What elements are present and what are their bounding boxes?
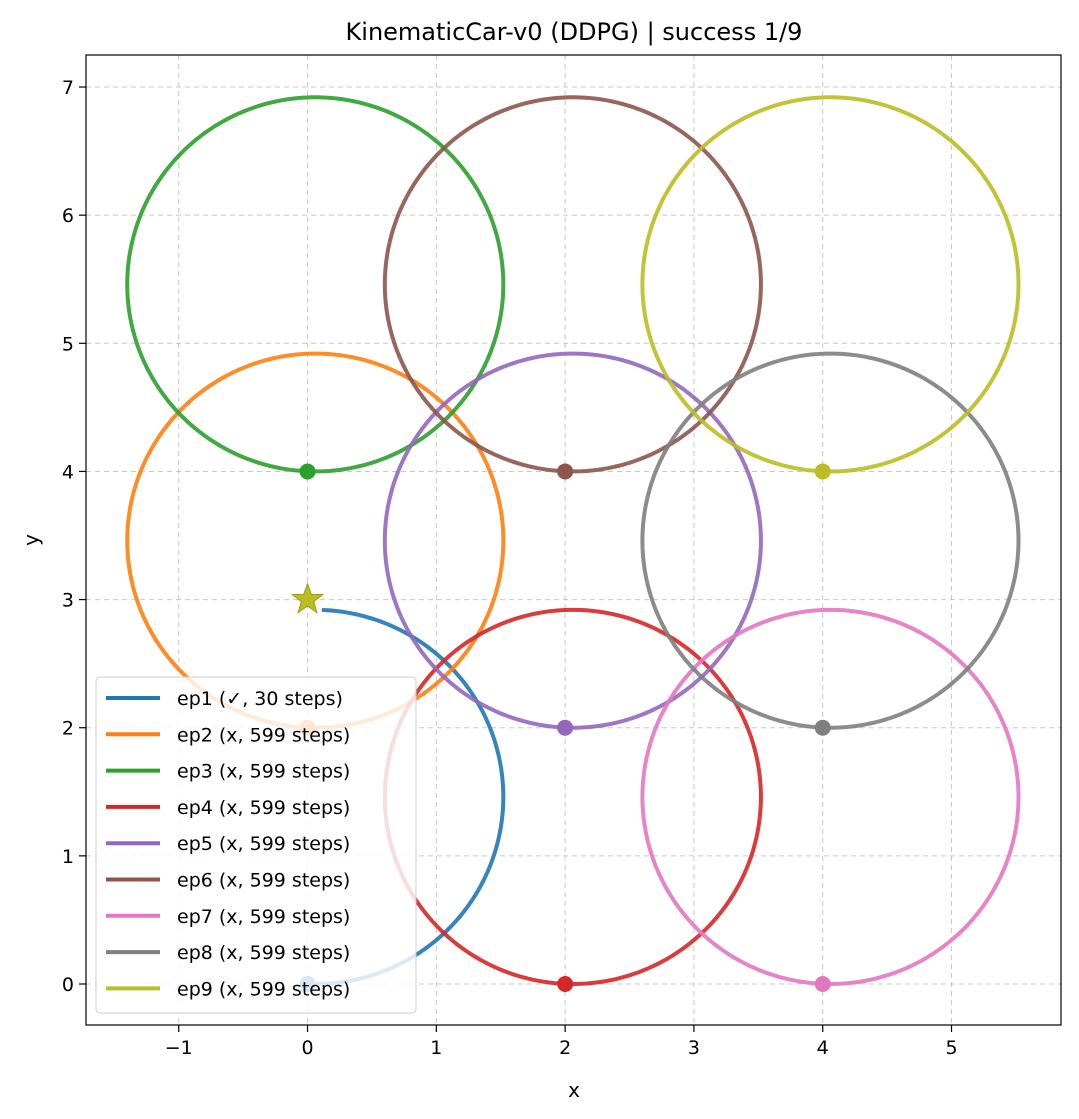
x-axis-label: x — [568, 1078, 580, 1102]
x-tick-label: 0 — [301, 1037, 313, 1059]
y-tick-label: 0 — [62, 974, 74, 996]
legend: ep1 (✓, 30 steps) ep2 (x, 599 steps) ep3 (… — [95, 676, 417, 1014]
x-tick-label: 5 — [945, 1037, 957, 1059]
x-tick-label: −1 — [165, 1037, 193, 1059]
start-point-ep3 — [299, 463, 316, 480]
y-tick-label: 6 — [62, 205, 74, 227]
y-tick-label: 1 — [62, 846, 74, 868]
legend-label-ep3: ep3 (x, 599 steps) — [177, 761, 350, 783]
y-tick-label: 4 — [62, 461, 74, 483]
start-point-ep8 — [814, 719, 831, 736]
legend-label-ep2: ep2 (x, 599 steps) — [177, 724, 350, 746]
legend-label-ep5: ep5 (x, 599 steps) — [177, 833, 350, 855]
x-tick-label: 2 — [559, 1037, 571, 1059]
start-point-ep4 — [557, 975, 574, 992]
series-line-ep9 — [640, 95, 1021, 474]
series-line-ep8 — [640, 351, 1021, 730]
series-line-ep3 — [125, 95, 506, 474]
series-line-ep6 — [382, 95, 763, 474]
y-tick-label: 5 — [62, 333, 74, 355]
start-point-ep6 — [557, 463, 574, 480]
y-tick-label: 3 — [62, 590, 74, 612]
y-axis-label: y — [19, 534, 43, 546]
y-axis: 0 1 2 3 4 5 6 7 — [62, 77, 86, 996]
series-line-ep5 — [382, 351, 763, 730]
y-tick-label: 7 — [62, 77, 74, 99]
legend-label-ep6: ep6 (x, 599 steps) — [177, 870, 350, 892]
legend-box — [95, 676, 417, 1014]
start-point-ep7 — [814, 975, 831, 992]
x-tick-label: 4 — [817, 1037, 829, 1059]
x-tick-label: 1 — [430, 1037, 442, 1059]
goal-star — [290, 582, 325, 614]
start-point-ep5 — [557, 719, 574, 736]
chart-title: KinematicCar-v0 (DDPG) | success 1/9 — [346, 18, 803, 46]
x-tick-label: 3 — [688, 1037, 700, 1059]
series-line-ep7 — [640, 607, 1021, 986]
legend-label-ep8: ep8 (x, 599 steps) — [177, 942, 350, 964]
legend-label-ep1: ep1 (✓, 30 steps) — [177, 688, 343, 710]
x-axis: −1 0 1 2 3 4 5 — [165, 1025, 958, 1059]
legend-label-ep9: ep9 (x, 599 steps) — [177, 978, 350, 1000]
legend-label-ep4: ep4 (x, 599 steps) — [177, 797, 350, 819]
plot-frame — [85, 54, 1062, 1026]
y-tick-label: 2 — [62, 718, 74, 740]
legend-label-ep7: ep7 (x, 599 steps) — [177, 906, 350, 928]
start-point-ep9 — [814, 463, 831, 480]
series-line-ep2 — [125, 351, 506, 730]
